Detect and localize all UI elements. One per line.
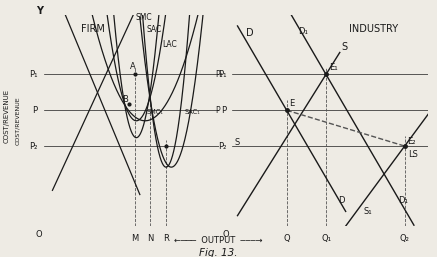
Text: P₂: P₂ <box>218 142 227 151</box>
Text: A: A <box>130 62 136 71</box>
Text: P₁: P₁ <box>215 70 222 79</box>
Text: P: P <box>222 106 227 115</box>
Text: COST/REVENUE: COST/REVENUE <box>3 89 10 143</box>
Text: LAC: LAC <box>162 40 177 49</box>
Text: SAC: SAC <box>146 25 161 34</box>
Text: D: D <box>338 196 344 205</box>
Text: E₁: E₁ <box>329 63 337 72</box>
Text: P: P <box>215 106 220 115</box>
Text: SMC: SMC <box>135 13 152 22</box>
Text: SMC₁: SMC₁ <box>146 109 163 115</box>
Text: B: B <box>122 95 128 104</box>
Text: O: O <box>222 230 229 239</box>
Text: O: O <box>35 230 42 239</box>
Text: Q₂: Q₂ <box>400 234 409 243</box>
Text: S: S <box>235 139 240 148</box>
Text: D₁: D₁ <box>398 196 408 205</box>
Text: R: R <box>163 234 169 243</box>
Text: COST/REVENUE: COST/REVENUE <box>15 96 20 145</box>
Text: FIRM: FIRM <box>81 24 104 34</box>
Text: D₁: D₁ <box>298 27 308 36</box>
Text: N: N <box>147 234 153 243</box>
Text: Y: Y <box>36 6 43 16</box>
Text: SAC₁: SAC₁ <box>184 109 200 115</box>
Text: Fig. 13.: Fig. 13. <box>199 248 238 257</box>
Text: P₁: P₁ <box>29 70 38 79</box>
Text: E₂: E₂ <box>408 137 416 146</box>
Text: M: M <box>131 234 138 243</box>
Text: ←───  OUTPUT  ───→: ←─── OUTPUT ───→ <box>174 236 263 245</box>
Text: D: D <box>246 29 253 39</box>
Text: P: P <box>32 106 38 115</box>
Text: E: E <box>290 99 295 108</box>
Text: S₁: S₁ <box>363 207 372 216</box>
Text: LS: LS <box>409 150 419 159</box>
Text: Q₁: Q₁ <box>321 234 331 243</box>
Text: P₁: P₁ <box>218 70 227 79</box>
Text: INDUSTRY: INDUSTRY <box>349 24 398 34</box>
Text: P₂: P₂ <box>29 142 38 151</box>
Text: Q: Q <box>283 234 290 243</box>
Text: S: S <box>342 42 348 52</box>
